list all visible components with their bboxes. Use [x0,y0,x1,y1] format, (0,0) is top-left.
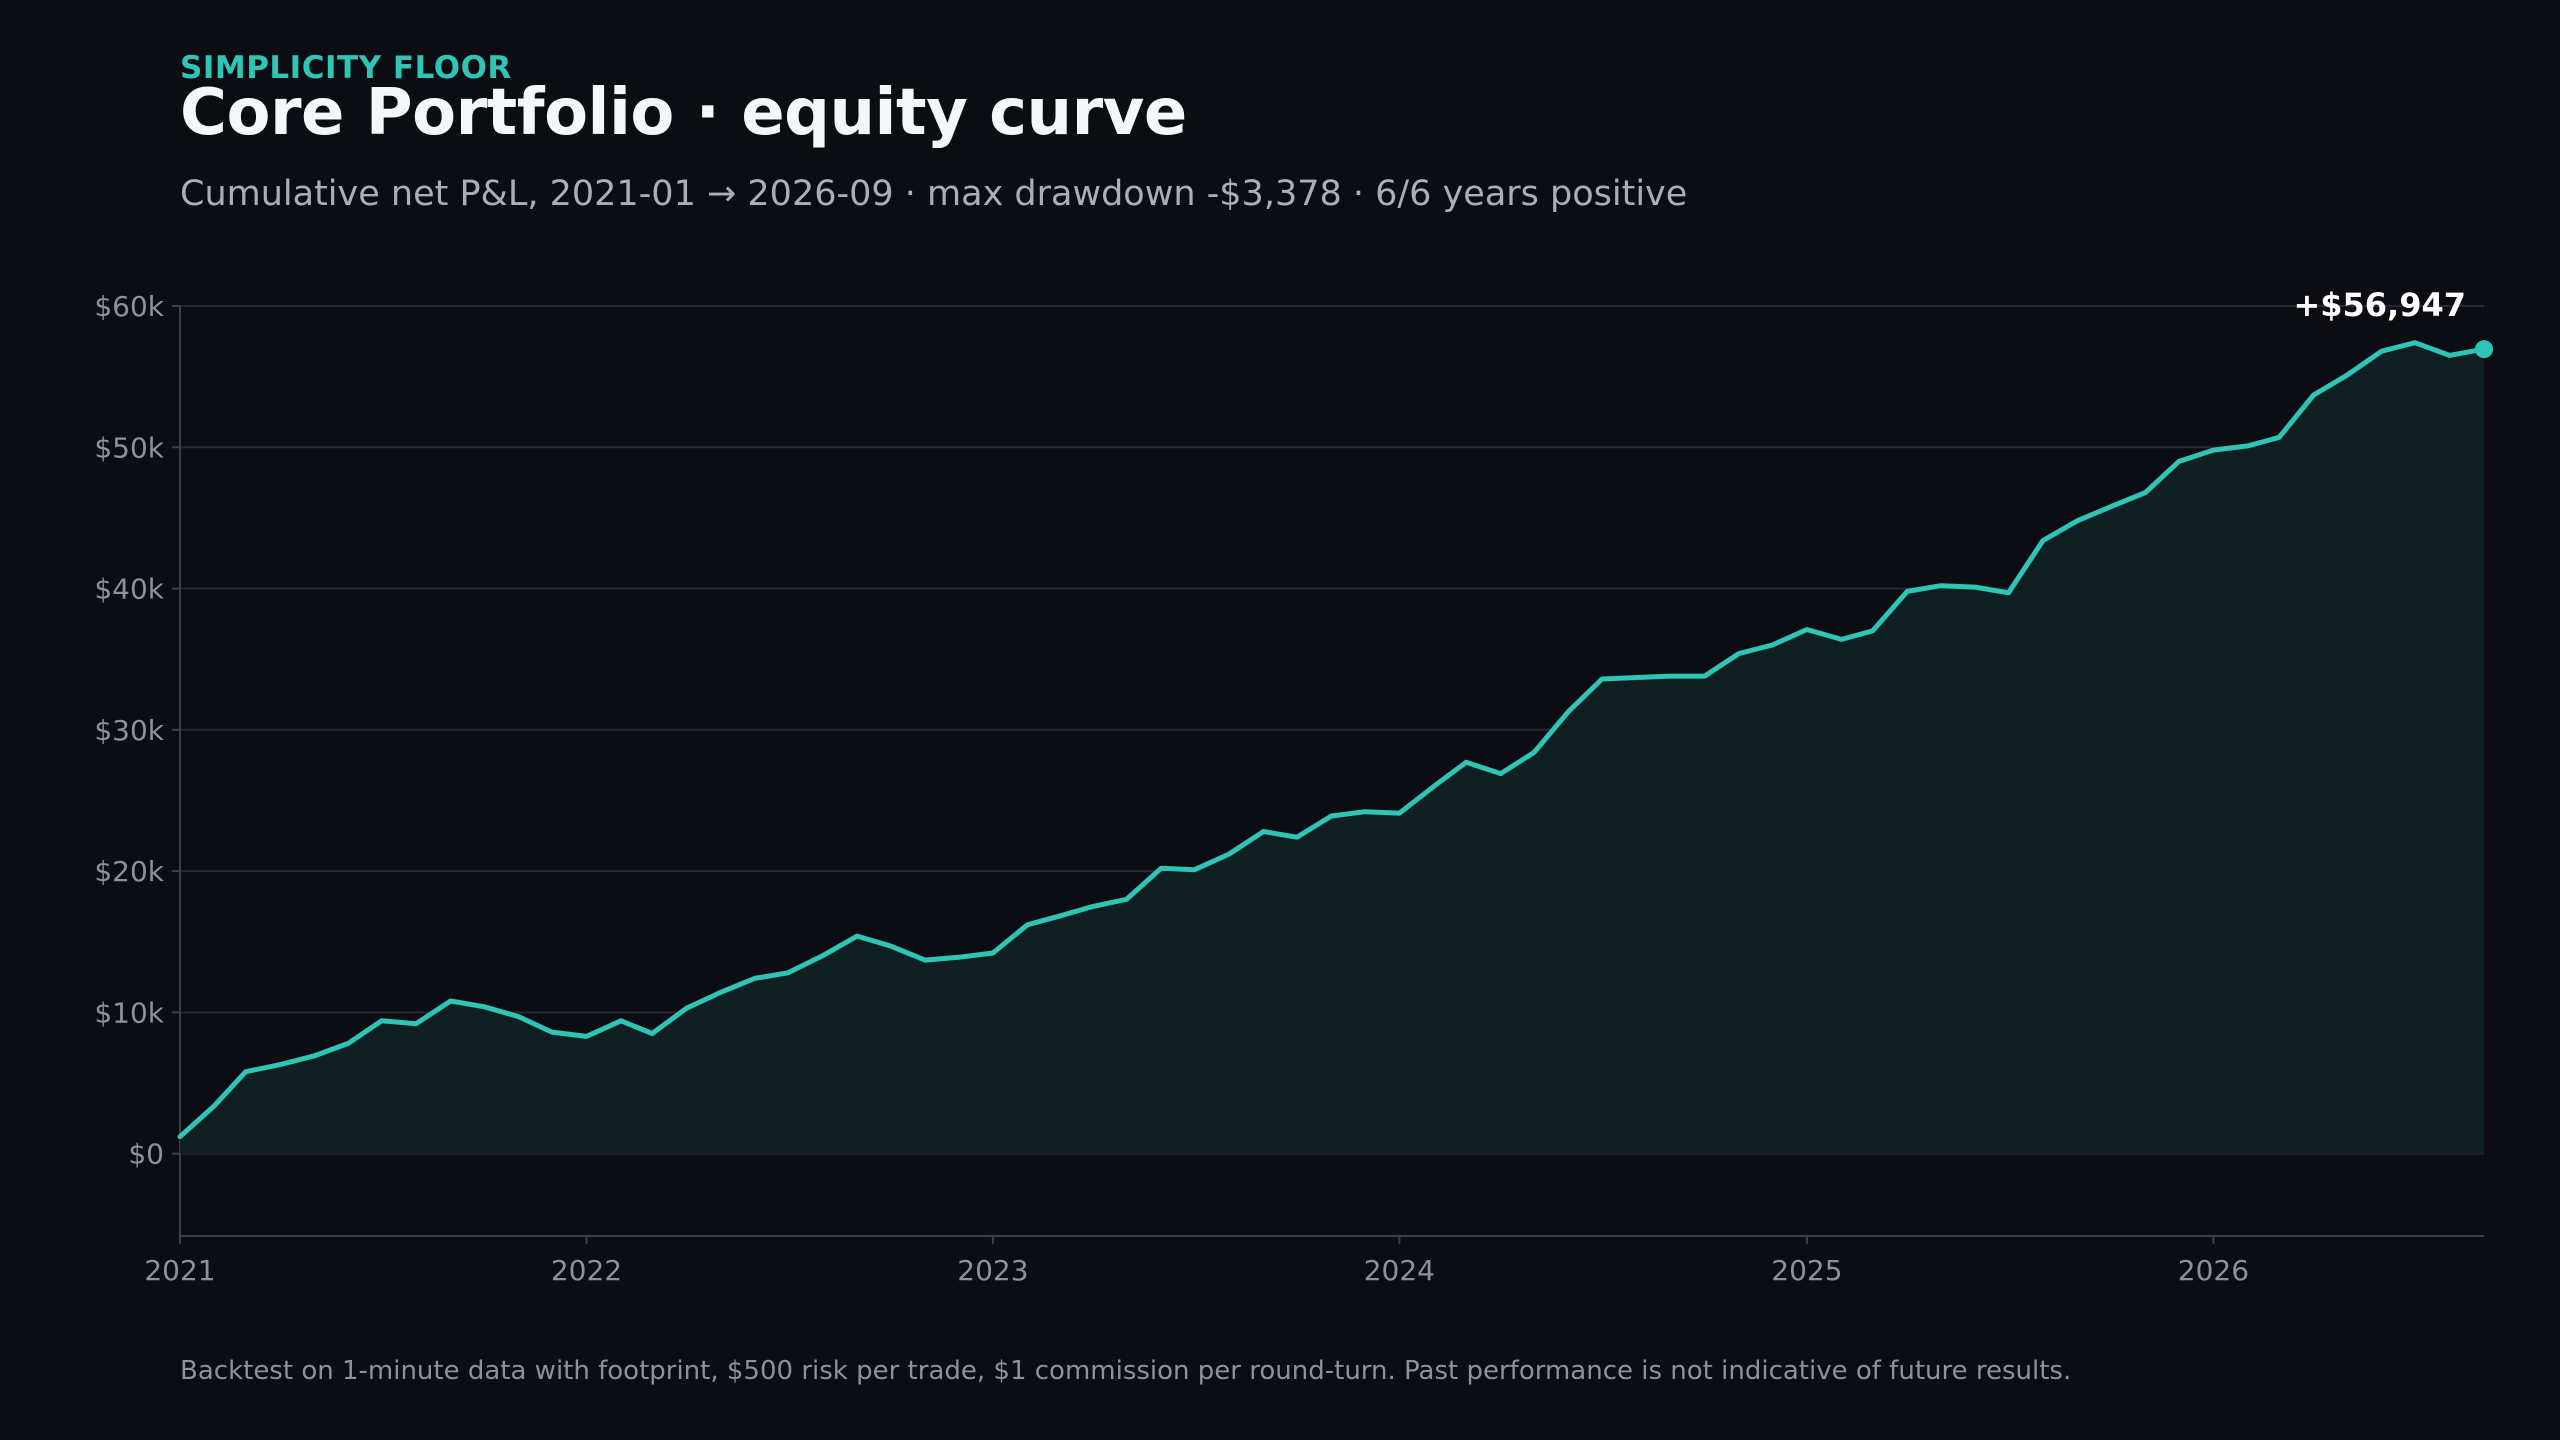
y-tick-label: $30k [94,714,164,747]
chart-eyebrow: SIMPLICITY FLOOR [180,50,512,86]
disclaimer-footnote: Backtest on 1-minute data with footprint… [180,1356,2072,1386]
y-tick-label: $50k [94,431,164,464]
x-tick-label: 2024 [1364,1254,1435,1287]
x-tick-label: 2026 [2178,1254,2249,1287]
y-tick-label: $60k [94,290,164,323]
x-tick-label: 2025 [1771,1254,1842,1287]
x-tick-label: 2021 [144,1254,215,1287]
x-tick-label: 2023 [957,1254,1028,1287]
chart-subtitle: Cumulative net P&L, 2021-01 → 2026-09 · … [180,174,1688,214]
equity-line [177,340,2487,1140]
end-point-marker [2475,340,2493,359]
y-tick-label: $40k [94,573,164,606]
y-axis-ticks: $0 $10k $20k $30k $40k $50k $60k [94,290,180,1171]
end-value-label: +$56,947 [2293,286,2466,324]
y-tick-label: $10k [94,996,164,1029]
equity-area-fill [180,342,2484,1154]
chart-title: Core Portfolio · equity curve [180,76,1187,150]
y-tick-label: $0 [128,1138,164,1171]
x-axis-ticks: 2021 2022 2023 2024 2025 2026 [144,1236,2249,1287]
x-tick-label: 2022 [551,1254,622,1287]
y-tick-label: $20k [94,855,164,888]
